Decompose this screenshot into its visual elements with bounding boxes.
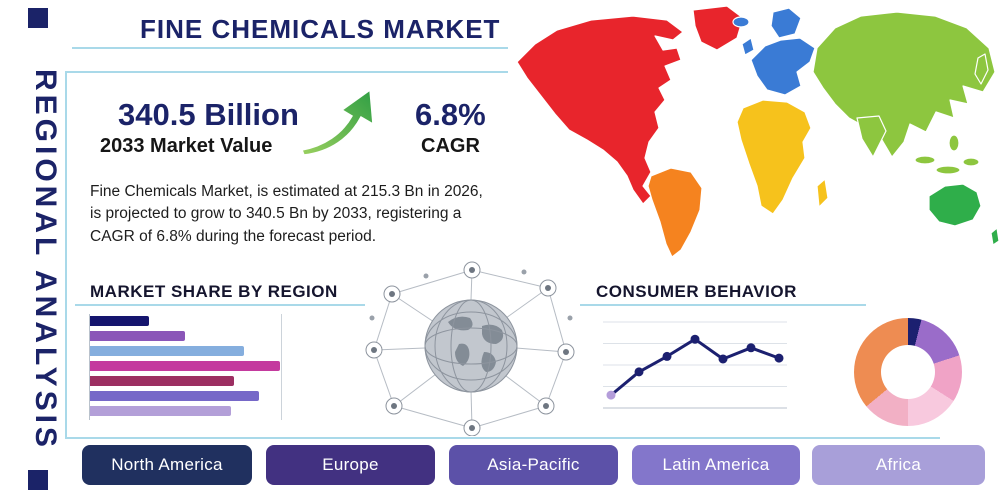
map-indonesia-2 [935, 165, 961, 175]
network-nodes [365, 261, 575, 436]
map-scandinavia [770, 7, 802, 39]
map-new-zealand [990, 227, 1000, 246]
up-trend-arrow-icon [300, 88, 374, 156]
map-japan [974, 53, 989, 85]
map-indonesia-3 [962, 157, 980, 167]
globe-network-illustration [365, 261, 575, 436]
consumer-behavior-underline [580, 304, 866, 306]
frame-border-bottom [65, 437, 940, 439]
map-africa [736, 99, 812, 215]
market-share-bar-4 [90, 361, 280, 371]
cagr-caption: CAGR [421, 135, 480, 157]
map-philippines [948, 134, 960, 152]
market-share-underline [75, 304, 365, 306]
map-iceland [732, 16, 750, 28]
market-share-bar-2 [90, 331, 185, 341]
map-greenland [692, 5, 744, 51]
region-chip-latin-america[interactable]: Latin America [632, 445, 800, 485]
title-underline [72, 47, 508, 49]
vertical-side-label: REGIONAL ANALYSIS [29, 69, 62, 451]
consumer-behavior-section-title: CONSUMER BEHAVIOR [596, 282, 797, 301]
corner-square-top [28, 8, 48, 28]
region-chip-europe[interactable]: Europe [266, 445, 435, 485]
map-north-america [516, 15, 684, 205]
market-value-2033: 340.5 Billion [118, 97, 299, 132]
market-description: Fine Chemicals Market, is estimated at 2… [90, 183, 483, 245]
market-share-bar-3 [90, 346, 244, 356]
region-chip-asia-pacific[interactable]: Asia-Pacific [449, 445, 618, 485]
frame-border-top [65, 71, 508, 73]
market-share-bar-5 [90, 376, 234, 386]
bar-chart-gridline [281, 314, 282, 420]
bar-chart-axis [89, 314, 90, 420]
market-share-section-title: MARKET SHARE BY REGION [90, 282, 338, 301]
market-share-bars [90, 316, 280, 421]
map-indonesia-1 [914, 155, 936, 165]
map-australia [928, 183, 982, 227]
world-map [516, 5, 1000, 258]
market-share-bar-7 [90, 406, 231, 416]
map-india [856, 115, 887, 158]
market-value-caption: 2033 Market Value [100, 135, 273, 157]
map-asia [812, 11, 996, 158]
corner-square-bottom [28, 470, 48, 490]
region-chip-africa[interactable]: Africa [812, 445, 985, 485]
consumer-behavior-chart [603, 321, 787, 409]
map-madagascar [816, 178, 829, 208]
map-united-kingdom [741, 37, 755, 56]
page-title: FINE CHEMICALS MARKET [140, 14, 501, 44]
market-share-bar-6 [90, 391, 259, 401]
frame-border-left [65, 71, 67, 439]
market-share-bar-1 [90, 316, 149, 326]
map-europe [750, 37, 816, 96]
regional-donut-chart [854, 318, 962, 426]
region-chip-north-america[interactable]: North America [82, 445, 252, 485]
cagr-value: 6.8% [415, 97, 486, 132]
map-south-america [647, 167, 703, 258]
